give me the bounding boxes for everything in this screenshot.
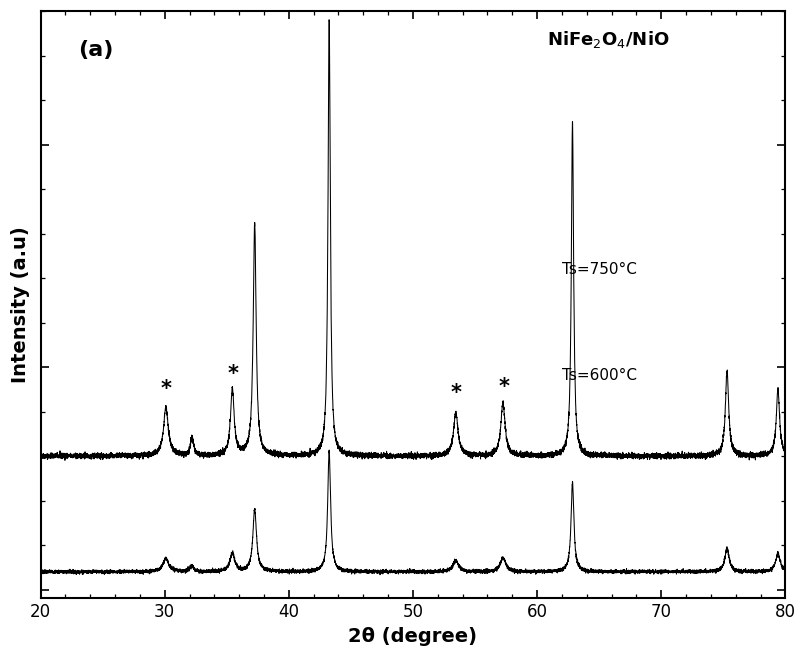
X-axis label: 2θ (degree): 2θ (degree) bbox=[349, 627, 478, 646]
Text: *: * bbox=[498, 377, 509, 397]
Text: NiFe$_2$O$_4$/NiO: NiFe$_2$O$_4$/NiO bbox=[547, 29, 670, 50]
Text: *: * bbox=[451, 383, 462, 403]
Text: *: * bbox=[228, 364, 238, 384]
Text: (a): (a) bbox=[77, 41, 113, 60]
Text: *: * bbox=[161, 379, 171, 399]
Text: Ts=750°C: Ts=750°C bbox=[562, 262, 637, 277]
Text: Ts=600°C: Ts=600°C bbox=[562, 368, 637, 383]
Y-axis label: Intensity (a.u): Intensity (a.u) bbox=[11, 227, 30, 383]
